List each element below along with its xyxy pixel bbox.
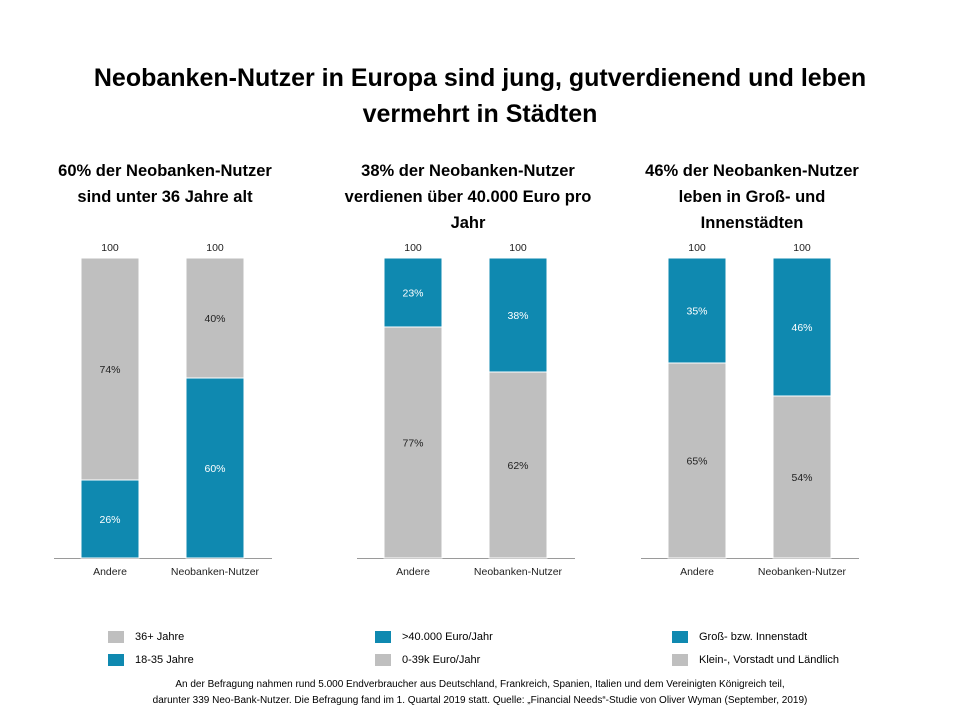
total-label: 100 <box>509 242 527 254</box>
total-label: 100 <box>688 242 706 254</box>
bar-segment <box>80 479 140 559</box>
legend-swatch <box>108 653 124 666</box>
legend-swatch <box>108 630 124 643</box>
data-label: 38% <box>507 310 528 322</box>
chart-title: 46% der Neobanken-Nutzer leben in Groß- … <box>645 162 859 232</box>
bar-segment <box>185 257 245 379</box>
data-label: 77% <box>402 438 423 450</box>
total-label: 100 <box>101 242 119 254</box>
category-label: Neobanken-Nutzer <box>758 566 847 578</box>
page-title: Neobanken-Nutzer in Europa sind jung, gu… <box>93 64 867 128</box>
bar-segment <box>772 395 832 559</box>
legend-item: 0-39k Euro/Jahr <box>375 648 635 671</box>
data-label: 65% <box>686 456 707 468</box>
bar-segment <box>488 257 548 373</box>
bar-segment <box>185 377 245 559</box>
footnote-line: An der Befragung nahmen rund 5.000 Endve… <box>175 679 785 690</box>
bar-segment <box>667 257 727 364</box>
total-label: 100 <box>404 242 422 254</box>
bar-segment <box>667 362 727 559</box>
data-label: 40% <box>204 313 225 325</box>
legend-item: >40.000 Euro/Jahr <box>375 625 635 648</box>
bar-segment <box>772 257 832 397</box>
footnote-line: darunter 339 Neo-Bank-Nutzer. Die Befrag… <box>152 695 808 706</box>
chart-income-plot: 77% 23% 100 Andere 62% 38% 100 Neobanken-Nutzer <box>357 242 575 578</box>
legend-residence: Groß- bzw. Innenstadt Klein-, Vorstadt u… <box>672 625 932 671</box>
bar-segment <box>383 326 443 559</box>
legend-age: 36+ Jahre 18-35 Jahre <box>108 625 368 671</box>
legend-swatch <box>375 630 391 643</box>
data-label: 23% <box>402 288 423 300</box>
total-label: 100 <box>793 242 811 254</box>
chart-title: 38% der Neobanken-Nutzer verdienen über … <box>344 162 592 232</box>
data-label: 74% <box>99 364 120 376</box>
legend-item: Klein-, Vorstadt und Ländlich <box>672 648 932 671</box>
chart-age: 60% der Neobanken-Nutzer sind unter 36 J… <box>40 150 290 580</box>
legend-label: 0-39k Euro/Jahr <box>402 653 481 666</box>
legend-swatch <box>672 630 688 643</box>
category-label: Neobanken-Nutzer <box>171 566 260 578</box>
bar-segment <box>383 257 443 328</box>
data-label: 60% <box>204 463 225 475</box>
bar-segment <box>80 257 140 481</box>
chart-residence: 46% der Neobanken-Nutzer leben in Groß- … <box>627 150 877 580</box>
chart-age-plot: 26% 74% 100 Andere 60% 40% 100 Neobanken-Nutzer <box>54 242 272 578</box>
data-label: 62% <box>507 460 528 472</box>
category-label: Andere <box>680 566 714 578</box>
legend-label: Klein-, Vorstadt und Ländlich <box>699 653 840 666</box>
legend-item: Groß- bzw. Innenstadt <box>672 625 932 648</box>
category-label: Andere <box>396 566 430 578</box>
category-label: Neobanken-Nutzer <box>474 566 563 578</box>
chart-income: 38% der Neobanken-Nutzer verdienen über … <box>343 150 593 580</box>
legend-income: >40.000 Euro/Jahr 0-39k Euro/Jahr <box>375 625 635 671</box>
legend-swatch <box>672 653 688 666</box>
category-label: Andere <box>93 566 127 578</box>
legend-label: >40.000 Euro/Jahr <box>402 630 493 643</box>
chart-residence-plot: 65% 35% 100 Andere 54% 46% 100 Neobanken-Nutzer <box>641 242 859 578</box>
legend-item: 18-35 Jahre <box>108 648 368 671</box>
legend-label: 36+ Jahre <box>135 630 185 643</box>
total-label: 100 <box>206 242 224 254</box>
legend-item: 36+ Jahre <box>108 625 368 648</box>
legend-label: Groß- bzw. Innenstadt <box>699 630 808 643</box>
legend-label: 18-35 Jahre <box>135 653 194 666</box>
bar-segment <box>488 371 548 559</box>
footnote: An der Befragung nahmen rund 5.000 Endve… <box>60 677 900 709</box>
chart-title: 60% der Neobanken-Nutzer sind unter 36 J… <box>58 162 272 206</box>
data-label: 26% <box>99 514 120 526</box>
data-label: 35% <box>686 306 707 318</box>
data-label: 46% <box>791 322 812 334</box>
legend-swatch <box>375 653 391 666</box>
data-label: 54% <box>791 472 812 484</box>
